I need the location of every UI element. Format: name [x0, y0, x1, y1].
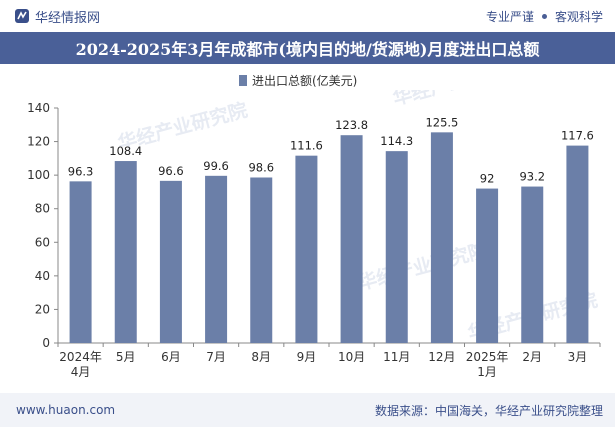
brand-logo-icon: [15, 9, 29, 23]
top-bar: 华经情报网 专业严谨 客观科学: [0, 0, 615, 32]
bar: [295, 155, 318, 343]
footer-source: 数据来源：中国海关，华经产业研究院整理: [374, 403, 603, 418]
x-tick-label: 11月: [383, 350, 410, 364]
chart-title: 2024-2025年3月年成都市(境内目的地/货源地)月度进出口总额: [0, 32, 615, 64]
bar: [566, 145, 589, 343]
y-tick-label: 40: [35, 269, 50, 283]
header-tags: 专业严谨 客观科学: [486, 8, 603, 25]
bar-value-label: 93.2: [519, 170, 545, 184]
y-tick-label: 100: [27, 168, 50, 182]
bar-value-label: 125.5: [425, 115, 458, 129]
bar: [159, 180, 182, 343]
bar-chart: 华经产业研究院华经产业研究院华经产业研究院华经产业研究院020406080100…: [27, 90, 601, 379]
bar: [385, 151, 408, 343]
x-tick-label: 12月: [428, 350, 455, 364]
bar: [205, 175, 228, 343]
bar-value-label: 123.8: [335, 118, 368, 132]
bar-value-label: 117.6: [561, 129, 594, 143]
bar-value-label: 96.6: [158, 164, 184, 178]
footer: www.huaon.com 数据来源：中国海关，华经产业研究院整理: [0, 393, 615, 427]
bar-value-label: 108.4: [109, 144, 142, 158]
watermark-text: 华经产业研究院: [390, 90, 524, 110]
x-tick-label: 7月: [206, 350, 226, 364]
brand: 华经情报网: [14, 7, 100, 26]
y-tick-label: 0: [42, 336, 50, 350]
watermark-text: 华经产业研究院: [355, 238, 489, 295]
x-tick-label: 6月: [161, 350, 181, 364]
bar-value-label: 99.6: [203, 159, 229, 173]
x-tick-label: 3月: [568, 350, 588, 364]
bar-value-label: 96.3: [68, 164, 94, 178]
y-tick-label: 80: [35, 202, 50, 216]
legend-label: 进出口总额(亿美元): [252, 74, 358, 88]
y-tick-label: 60: [35, 235, 50, 249]
tag-professional: 专业严谨: [485, 9, 534, 24]
y-tick-label: 120: [27, 135, 50, 149]
separator-dot-icon: [541, 13, 547, 19]
brand-name: 华经情报网: [35, 10, 101, 26]
tag-objective: 客观科学: [554, 9, 603, 24]
bar-value-label: 92: [480, 172, 495, 186]
footer-website: www.huaon.com: [16, 403, 116, 417]
bar: [250, 177, 273, 343]
legend-swatch: [239, 75, 247, 86]
bar: [340, 135, 363, 343]
y-tick-label: 140: [27, 101, 50, 115]
x-tick-label: 8月: [251, 350, 271, 364]
x-tick-label: 9月: [297, 350, 317, 364]
bar: [69, 181, 92, 343]
bar: [521, 186, 544, 343]
bar-value-label: 98.6: [248, 160, 274, 174]
bar: [114, 161, 137, 343]
bar-value-label: 111.6: [290, 139, 323, 153]
x-tick-label: 2025年 1月: [466, 350, 509, 379]
x-tick-label: 2024年 4月: [59, 350, 102, 379]
x-tick-label: 5月: [116, 350, 136, 364]
bar-value-label: 114.3: [380, 134, 413, 148]
x-tick-label: 2月: [522, 350, 542, 364]
x-tick-label: 10月: [338, 350, 365, 364]
legend: 进出口总额(亿美元): [239, 72, 357, 89]
bar: [430, 132, 453, 343]
bar: [476, 188, 499, 343]
y-tick-label: 20: [35, 302, 50, 316]
